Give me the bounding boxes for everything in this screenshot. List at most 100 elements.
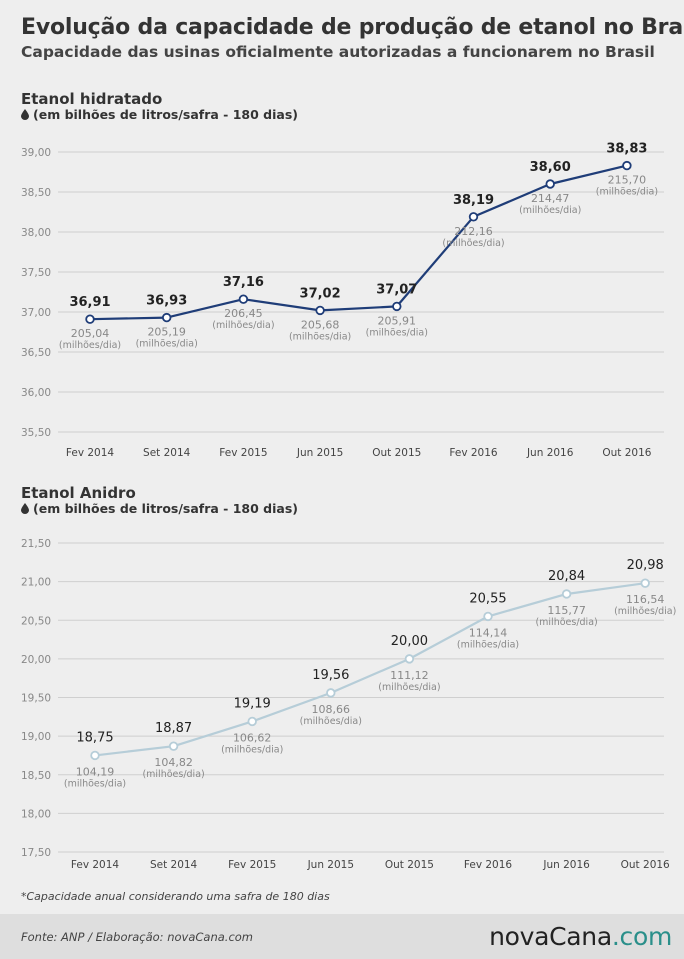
secondary-unit-label: (milhões/dia) — [221, 744, 283, 755]
section-title-hidratado: Etanol hidratado — [21, 90, 163, 108]
secondary-unit-label: (milhões/dia) — [212, 320, 274, 331]
secondary-label: 205,19 — [147, 326, 186, 339]
data-label: 36,91 — [69, 295, 110, 310]
data-label: 37,16 — [223, 275, 264, 290]
secondary-unit-label: (milhões/dia) — [614, 606, 676, 617]
x-tick-label: Fev 2016 — [464, 859, 513, 871]
x-tick-label: Fev 2014 — [71, 859, 120, 871]
chart-title: Evolução da capacidade de produção de et… — [21, 15, 684, 40]
y-tick-label: 18,00 — [21, 808, 51, 820]
data-point — [90, 750, 100, 761]
secondary-unit-label: (milhões/dia) — [300, 716, 362, 727]
secondary-label: 212,16 — [454, 225, 493, 238]
y-tick-label: 17,50 — [21, 847, 51, 859]
y-tick-label: 20,00 — [21, 654, 51, 666]
secondary-unit-label: (milhões/dia) — [457, 639, 519, 650]
secondary-label: 111,12 — [390, 669, 429, 682]
data-label: 18,75 — [76, 730, 113, 745]
section-title-anidro: Etanol Anidro — [21, 484, 136, 502]
secondary-label: 215,70 — [608, 174, 647, 187]
secondary-unit-label: (milhões/dia) — [519, 205, 581, 216]
x-tick-label: Jun 2015 — [296, 447, 343, 459]
data-label: 20,98 — [627, 558, 664, 573]
chart-hidratado: 35,50 36,00 36,50 37,00 37,50 38,00 38,50 39,00… — [21, 142, 664, 459]
novacana-logo[interactable]: novaCana.com — [489, 922, 672, 951]
data-label: 37,02 — [300, 286, 341, 301]
secondary-unit-label: (milhões/dia) — [596, 187, 658, 198]
secondary-unit-label: (milhões/dia) — [59, 340, 121, 351]
drop-icon — [21, 503, 29, 514]
data-point — [247, 716, 257, 727]
secondary-unit-label: (milhões/dia) — [366, 327, 428, 338]
y-tick-label: 37,00 — [21, 307, 51, 319]
y-tick-label: 39,00 — [21, 147, 51, 159]
data-point — [483, 611, 493, 622]
x-tick-label: Set 2014 — [143, 447, 191, 459]
data-point — [392, 301, 402, 312]
y-tick-label: 37,50 — [21, 267, 51, 279]
x-tick-label: Jun 2015 — [307, 859, 354, 871]
section-unit-anidro: (em bilhões de litros/safra - 180 dias) — [21, 501, 298, 516]
logo-main: novaCana — [489, 922, 612, 951]
x-tick-label: Out 2016 — [602, 447, 651, 459]
secondary-unit-label: (milhões/dia) — [64, 778, 126, 789]
x-tick-label: Set 2014 — [150, 859, 198, 871]
chart-subtitle: Capacidade das usinas oficialmente autor… — [21, 43, 655, 61]
secondary-label: 104,19 — [76, 765, 115, 778]
data-point — [622, 160, 632, 171]
data-label: 38,19 — [453, 193, 494, 208]
secondary-unit-label: (milhões/dia) — [136, 339, 198, 350]
secondary-label: 205,91 — [378, 314, 417, 327]
section-unit-hidratado: (em bilhões de litros/safra - 180 dias) — [21, 107, 298, 122]
y-tick-label: 19,00 — [21, 731, 51, 743]
data-label: 36,93 — [146, 294, 187, 309]
y-tick-label: 36,00 — [21, 387, 51, 399]
data-point — [238, 294, 249, 304]
data-point — [315, 305, 325, 316]
data-label: 37,07 — [376, 282, 417, 297]
logo-suffix: .com — [611, 922, 672, 951]
data-point — [168, 741, 179, 751]
x-tick-label: Out 2015 — [385, 859, 434, 871]
y-tick-label: 36,50 — [21, 347, 51, 359]
drop-icon — [21, 109, 29, 120]
data-point — [640, 578, 650, 588]
data-label: 20,55 — [469, 591, 506, 606]
y-tick-label: 18,50 — [21, 770, 51, 782]
secondary-label: 104,82 — [154, 756, 193, 769]
secondary-label: 205,04 — [71, 327, 110, 340]
series-line — [89, 164, 628, 321]
unit-label: (em bilhões de litros/safra - 180 dias) — [33, 501, 298, 516]
secondary-unit-label: (milhões/dia) — [535, 617, 597, 628]
data-label: 19,56 — [312, 668, 349, 683]
data-label: 38,60 — [530, 160, 571, 175]
x-tick-label: Fev 2016 — [449, 447, 498, 459]
secondary-label: 106,62 — [233, 731, 272, 744]
secondary-unit-label: (milhões/dia) — [142, 769, 204, 780]
secondary-label: 115,77 — [547, 604, 586, 617]
data-label: 20,84 — [548, 569, 585, 584]
x-tick-label: Out 2015 — [372, 447, 421, 459]
secondary-label: 116,54 — [626, 593, 665, 606]
data-label: 20,00 — [391, 634, 428, 649]
y-tick-label: 35,50 — [21, 427, 51, 439]
secondary-label: 206,45 — [224, 307, 263, 320]
footer: Fonte: ANP / Elaboração: novaCana.com no… — [0, 914, 684, 959]
data-point — [404, 654, 415, 664]
unit-label: (em bilhões de litros/safra - 180 dias) — [33, 107, 298, 122]
data-label: 19,19 — [234, 696, 271, 711]
secondary-label: 108,66 — [312, 703, 351, 716]
secondary-label: 214,47 — [531, 192, 570, 205]
secondary-unit-label: (milhões/dia) — [442, 238, 504, 249]
y-tick-label: 38,00 — [21, 227, 51, 239]
x-tick-label: Out 2016 — [621, 859, 670, 871]
series-line — [94, 582, 646, 757]
y-tick-label: 38,50 — [21, 187, 51, 199]
data-point — [468, 212, 479, 222]
secondary-label: 114,14 — [469, 626, 508, 639]
data-point — [161, 312, 172, 323]
x-tick-label: Fev 2015 — [228, 859, 276, 871]
data-point — [545, 179, 555, 189]
data-label: 38,83 — [606, 142, 647, 157]
y-tick-label: 21,50 — [21, 538, 51, 550]
